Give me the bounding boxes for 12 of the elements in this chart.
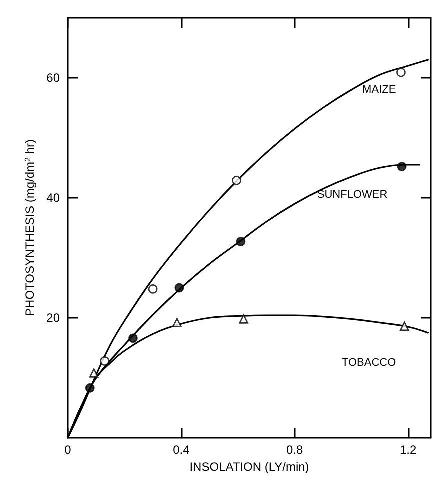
text: TOBACCO: [342, 357, 397, 369]
x-tick-label: 1.2: [400, 443, 417, 457]
y-tick-label: 60: [46, 71, 60, 85]
x-axis-title: INSOLATION (LY/min): [190, 460, 310, 474]
series-label: MAIZE: [362, 84, 396, 96]
y-axis-title: PHOTOSYNTHESIS (mg/dm2 hr): [22, 140, 37, 316]
x-tick-label: 0.4: [173, 443, 190, 457]
x-tick-label: 0: [64, 443, 72, 457]
x-tick-label: 0.8: [286, 443, 304, 457]
y-tick-label: 20: [46, 311, 60, 325]
series-label: SUNFLOWER: [317, 189, 388, 201]
y-tick-label: 40: [46, 191, 60, 205]
